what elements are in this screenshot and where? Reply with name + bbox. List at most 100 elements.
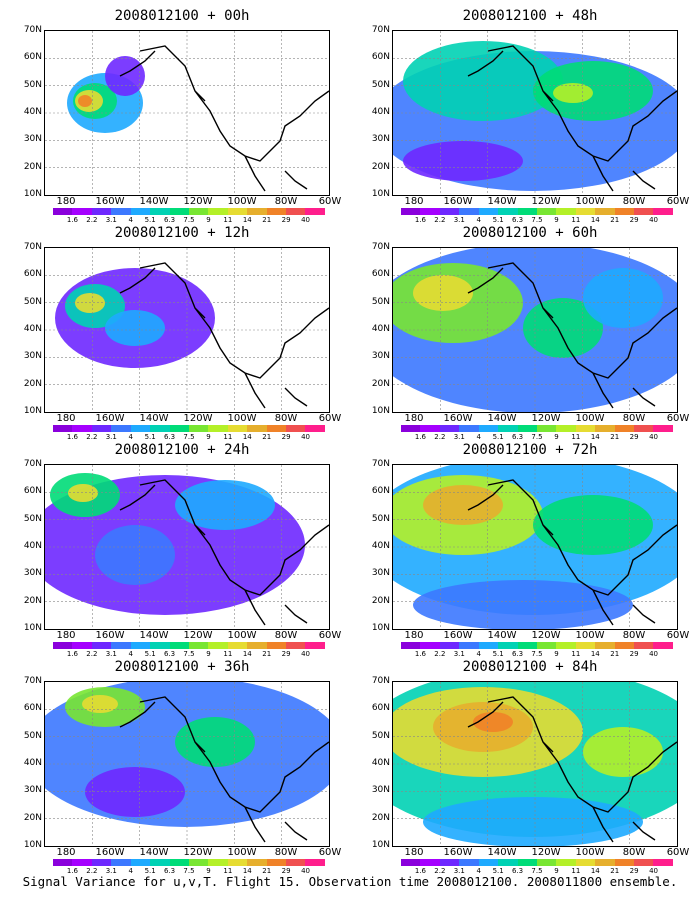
- panel-title: 2008012100 + 24h: [114, 442, 250, 458]
- colorbar-label: 4: [128, 867, 133, 875]
- colorbar-label: 6.3: [511, 216, 524, 224]
- colorbar-label: 14: [590, 650, 600, 658]
- variance-map: [392, 681, 678, 847]
- map-panel: 2008012100 + 48h 70N 60N 50N 40N 30N 20N 10N 180…: [360, 8, 700, 226]
- variance-map: [392, 247, 678, 413]
- colorbar-swatch: [227, 642, 248, 649]
- lon-tick-label: 180: [404, 196, 424, 207]
- map-panel: 2008012100 + 60h 70N 60N 50N 40N 30N 20N 10N 180…: [360, 225, 700, 443]
- colorbar-label: 7.5: [183, 433, 195, 441]
- colorbar-swatch: [208, 859, 228, 866]
- colorbar-swatch: [188, 859, 209, 866]
- variance-map: [44, 247, 330, 413]
- variance-map: [44, 30, 330, 196]
- colorbar-swatch: [286, 642, 306, 649]
- lat-tick-label: 40N: [371, 107, 390, 117]
- colorbar-label: 5.1: [144, 433, 156, 441]
- lat-tick-label: 30N: [371, 134, 390, 145]
- colorbar-swatch: [478, 642, 499, 649]
- colorbar-label: 11: [571, 216, 581, 224]
- lon-tick-label: 60W: [318, 196, 342, 207]
- colorbar: [53, 425, 325, 432]
- lon-tick-label: 160W: [443, 413, 473, 424]
- lat-tick-label: 10N: [371, 840, 390, 850]
- colorbar-swatch: [401, 208, 421, 215]
- colorbar-label: 11: [223, 650, 233, 658]
- colorbar-swatch: [459, 859, 479, 866]
- colorbar-label: 11: [571, 433, 581, 441]
- colorbar-labels: 1.6 2.2 3.1 4 5.1 6.3 7.5 9 11 14 21 29 40: [401, 216, 673, 226]
- colorbar-swatch: [53, 642, 73, 649]
- colorbar-swatch: [91, 425, 112, 432]
- lon-tick-label: 80W: [622, 196, 646, 207]
- colorbar-label: 14: [590, 216, 600, 224]
- colorbar-label: 4: [128, 216, 133, 224]
- lat-tick-label: 70N: [371, 25, 390, 35]
- colorbar-swatch: [130, 642, 151, 649]
- lat-tick-label: 30N: [23, 351, 42, 362]
- colorbar-swatch: [498, 642, 518, 649]
- lon-tick-label: 120W: [531, 196, 561, 207]
- colorbar-swatch: [536, 859, 557, 866]
- colorbar-swatch: [634, 642, 654, 649]
- colorbar-label: 21: [262, 867, 272, 875]
- lon-tick-label: 60W: [666, 196, 690, 207]
- colorbar-swatch: [72, 642, 92, 649]
- colorbar: [401, 208, 673, 215]
- lon-tick-label: 100W: [227, 847, 257, 858]
- colorbar-label: 1.6: [66, 433, 78, 441]
- colorbar-label: 9: [554, 867, 559, 875]
- lon-tick-label: 60W: [666, 847, 690, 858]
- colorbar-swatch: [208, 208, 228, 215]
- colorbar-label: 40: [301, 650, 311, 658]
- lon-tick-label: 100W: [575, 847, 605, 858]
- lon-tick-label: 140W: [139, 847, 169, 858]
- colorbar-label: 2.2: [434, 650, 446, 658]
- lat-tick-label: 10N: [23, 623, 42, 633]
- colorbar-label: 7.5: [183, 650, 195, 658]
- colorbar-label: 7.5: [531, 216, 543, 224]
- lat-tick-label: 70N: [371, 459, 390, 469]
- colorbar-swatch: [478, 859, 499, 866]
- colorbar-swatch: [130, 425, 151, 432]
- colorbar-swatch: [439, 208, 460, 215]
- colorbar-label: 7.5: [531, 650, 543, 658]
- colorbar-swatch: [401, 642, 421, 649]
- colorbar-label: 21: [610, 433, 620, 441]
- colorbar-labels: 1.6 2.2 3.1 4 5.1 6.3 7.5 9 11 14 21 29 40: [53, 650, 325, 660]
- lon-tick-label: 140W: [139, 196, 169, 207]
- lat-tick-label: 10N: [23, 406, 42, 416]
- colorbar-label: 3.1: [453, 867, 465, 875]
- colorbar-swatch: [266, 859, 287, 866]
- lat-tick-label: 40N: [23, 541, 42, 551]
- colorbar-swatch: [536, 642, 557, 649]
- lon-tick-label: 180: [404, 630, 424, 641]
- lat-tick-label: 10N: [371, 406, 390, 416]
- lat-tick-label: 40N: [371, 758, 390, 768]
- colorbar-label: 11: [223, 867, 233, 875]
- colorbar-swatch: [208, 425, 228, 432]
- colorbar-swatch: [111, 859, 131, 866]
- colorbar-label: 9: [554, 216, 559, 224]
- map-panel: 2008012100 + 24h 70N 60N 50N 40N 30N 20N 10N 180…: [12, 442, 352, 660]
- lon-tick-label: 60W: [666, 630, 690, 641]
- colorbar-swatch: [227, 859, 248, 866]
- colorbar-swatch: [653, 642, 673, 649]
- colorbar-label: 4: [476, 650, 481, 658]
- colorbar-swatch: [420, 208, 440, 215]
- lat-tick-label: 50N: [23, 296, 42, 307]
- lat-tick-label: 20N: [23, 161, 42, 172]
- variance-map: [44, 681, 330, 847]
- map-panel: 2008012100 + 00h 70N 60N 50N 40N 30N 20N 10N 180…: [12, 8, 352, 226]
- colorbar-swatch: [614, 425, 635, 432]
- colorbar-swatch: [130, 208, 151, 215]
- lon-tick-label: 140W: [487, 196, 517, 207]
- colorbar-swatch: [459, 208, 479, 215]
- colorbar-swatch: [53, 859, 73, 866]
- lat-tick-label: 50N: [371, 730, 390, 741]
- colorbar-label: 29: [281, 216, 291, 224]
- panel-title: 2008012100 + 84h: [462, 659, 598, 675]
- colorbar-label: 1.6: [414, 867, 426, 875]
- colorbar-swatch: [286, 425, 306, 432]
- lat-tick-label: 10N: [371, 623, 390, 633]
